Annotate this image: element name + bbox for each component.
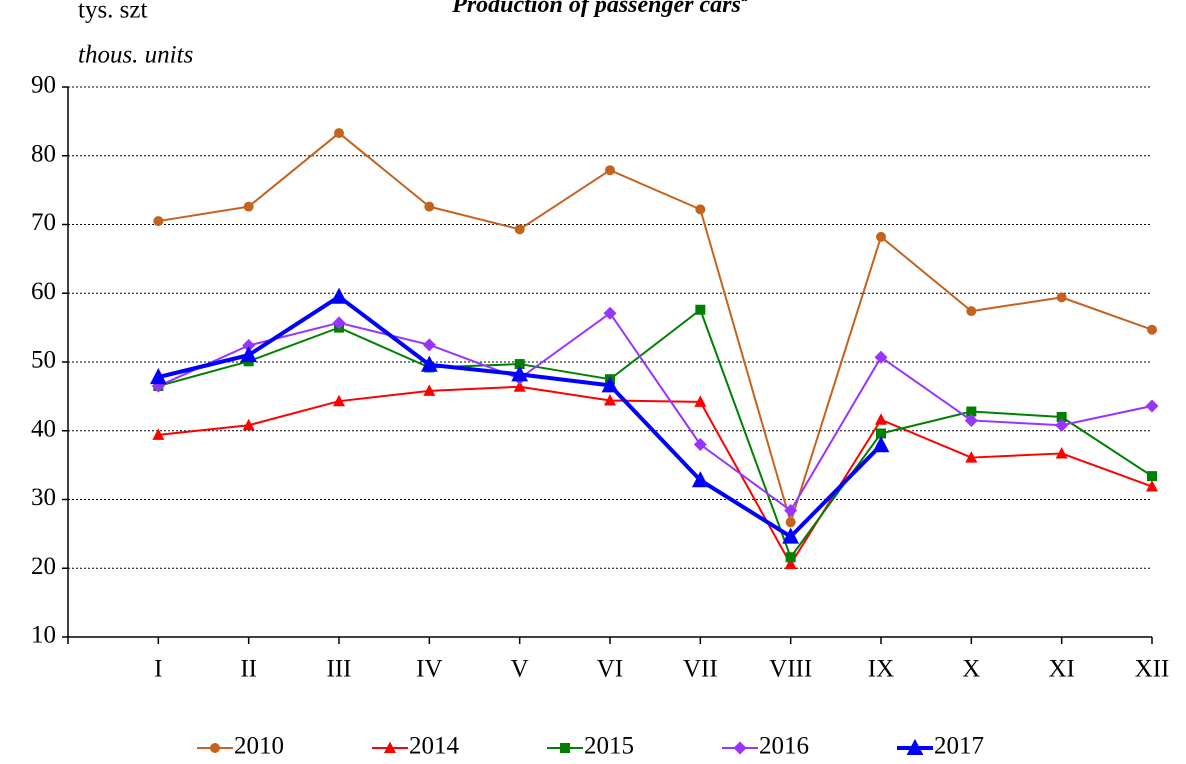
- marker: [210, 743, 220, 753]
- y-tick-label: 70: [31, 209, 56, 236]
- marker: [149, 368, 167, 385]
- y-tick-label: 90: [31, 72, 56, 99]
- series-line: [157, 294, 883, 539]
- y-axis-label: tys. szt: [78, 0, 148, 24]
- y-tick-label: 20: [31, 553, 56, 580]
- marker: [906, 738, 924, 755]
- x-tick-label: XII: [1135, 656, 1170, 683]
- marker: [876, 231, 886, 242]
- x-tick-label: X: [962, 656, 980, 683]
- marker: [333, 394, 345, 407]
- marker: [693, 438, 707, 451]
- marker: [514, 359, 525, 370]
- title-text: Production of passenger cars: [451, 0, 741, 18]
- marker: [1146, 479, 1158, 492]
- series-line: [158, 308, 1153, 559]
- marker: [694, 395, 707, 407]
- marker: [601, 376, 619, 393]
- marker: [513, 380, 526, 392]
- x-tick-label: III: [327, 656, 352, 683]
- marker: [243, 201, 254, 212]
- marker: [874, 350, 888, 364]
- marker: [384, 741, 396, 753]
- marker: [872, 436, 890, 453]
- x-tick-label: VII: [683, 656, 718, 683]
- marker: [242, 339, 256, 352]
- marker: [733, 741, 747, 755]
- marker: [152, 428, 165, 440]
- x-tick-label: II: [240, 656, 257, 683]
- marker: [966, 406, 977, 417]
- marker: [153, 216, 164, 227]
- marker: [332, 316, 346, 330]
- x-tick-label: IX: [868, 656, 894, 683]
- marker: [420, 355, 438, 372]
- y-tick-label: 80: [31, 140, 56, 167]
- marker: [1055, 418, 1069, 432]
- marker: [965, 451, 978, 463]
- marker: [604, 394, 616, 406]
- marker: [876, 428, 886, 439]
- marker: [1056, 412, 1067, 422]
- marker: [966, 306, 977, 317]
- marker: [785, 517, 796, 528]
- legend-label: 2014: [409, 733, 460, 760]
- marker: [605, 165, 615, 176]
- marker: [424, 201, 435, 212]
- marker: [334, 128, 344, 139]
- legend-label: 2010: [234, 733, 284, 760]
- x-tick-label: I: [154, 656, 162, 683]
- marker: [422, 338, 436, 352]
- marker: [784, 504, 798, 517]
- x-tick-label: IV: [416, 656, 442, 683]
- y-tick-label: 30: [31, 484, 56, 511]
- x-tick-label: VI: [597, 656, 623, 683]
- marker: [782, 527, 800, 544]
- title-note: a: [741, 0, 748, 5]
- marker: [784, 557, 797, 570]
- legend-label: 2016: [759, 733, 809, 760]
- marker: [603, 306, 617, 320]
- marker: [695, 304, 706, 315]
- series-line: [158, 385, 1153, 566]
- marker: [785, 552, 796, 563]
- marker: [240, 346, 258, 363]
- marker: [242, 418, 255, 431]
- marker: [1147, 471, 1157, 482]
- marker: [1055, 446, 1068, 459]
- y-tick-label: 50: [31, 347, 56, 374]
- legend-label: 2017: [934, 733, 984, 760]
- marker: [695, 204, 706, 215]
- marker: [691, 471, 709, 488]
- marker: [964, 413, 978, 427]
- y-axis-label-en: thous. units: [78, 42, 193, 69]
- series-line: [158, 132, 1153, 524]
- marker: [1147, 324, 1157, 335]
- legend-label: 2015: [584, 733, 634, 760]
- marker: [1056, 292, 1067, 303]
- x-tick-label: V: [511, 656, 529, 683]
- y-tick-label: 40: [31, 415, 56, 442]
- x-tick-label: XI: [1048, 656, 1074, 683]
- marker: [875, 413, 887, 425]
- y-tick-label: 10: [31, 622, 56, 649]
- y-tick-label: 60: [31, 278, 56, 305]
- marker: [423, 384, 436, 396]
- marker: [330, 287, 348, 304]
- chart-title: Production of passenger carsa: [451, 0, 748, 18]
- series-line: [157, 312, 1153, 512]
- marker: [511, 365, 529, 382]
- marker: [560, 743, 570, 753]
- x-tick-label: VIII: [769, 656, 812, 683]
- marker: [514, 224, 525, 235]
- marker: [1145, 399, 1159, 413]
